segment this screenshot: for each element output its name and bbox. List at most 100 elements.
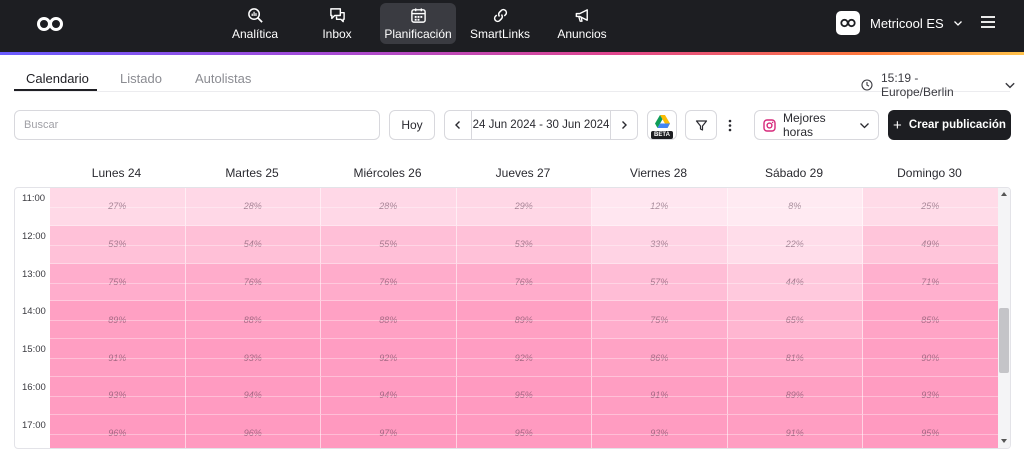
- scroll-down-arrow[interactable]: [1001, 439, 1007, 443]
- heatmap-cell[interactable]: 76%: [456, 263, 592, 302]
- heatmap-cell[interactable]: 96%: [50, 414, 186, 448]
- account-name: Metricool ES: [870, 15, 944, 31]
- chart-magnifier-icon: [247, 7, 263, 23]
- best-hours-dropdown[interactable]: Mejores horas: [754, 110, 879, 140]
- account-switcher[interactable]: Metricool ES: [836, 11, 963, 35]
- beta-badge: BETA: [651, 131, 673, 139]
- heatmap-cell[interactable]: 95%: [863, 414, 999, 448]
- heatmap-cell[interactable]: 76%: [185, 263, 321, 302]
- heatmap-cell[interactable]: 93%: [592, 414, 728, 448]
- heatmap-cell[interactable]: 88%: [185, 301, 321, 340]
- heatmap-cell[interactable]: 33%: [592, 225, 728, 264]
- half-hour-divider: [50, 320, 186, 322]
- nav-planning-label: Planificación: [384, 26, 452, 41]
- heatmap-cell[interactable]: 89%: [456, 301, 592, 340]
- heatmap-cell[interactable]: 27%: [50, 188, 186, 226]
- nav-analytics[interactable]: Analítica: [222, 3, 288, 44]
- heatmap-cell[interactable]: 96%: [185, 414, 321, 448]
- heatmap-cell[interactable]: 95%: [456, 377, 592, 415]
- heatmap-cell[interactable]: 28%: [185, 188, 321, 226]
- half-hour-divider: [50, 206, 186, 208]
- tab-calendar[interactable]: Calendario: [26, 71, 89, 86]
- hamburger-menu-icon[interactable]: [980, 15, 996, 29]
- google-drive-beta-button[interactable]: BETA: [647, 110, 677, 140]
- half-hour-divider: [321, 244, 457, 246]
- heatmap-cell[interactable]: 75%: [50, 263, 186, 302]
- heatmap-cell[interactable]: 89%: [727, 377, 863, 415]
- half-hour-divider: [321, 320, 457, 322]
- metricool-logo-icon[interactable]: [36, 14, 64, 34]
- heatmap-cell[interactable]: 95%: [456, 414, 592, 448]
- hour-label: 14:00: [22, 306, 46, 318]
- timezone-label: 15:19 - Europe/Berlin: [880, 71, 954, 99]
- heatmap-cell[interactable]: 75%: [592, 301, 728, 340]
- tab-list[interactable]: Listado: [120, 71, 162, 86]
- nav-smartlinks[interactable]: SmartLinks: [468, 3, 532, 44]
- hour-label: 12:00: [22, 230, 46, 242]
- nav-ads[interactable]: Anuncios: [552, 3, 612, 44]
- tabs-divider: [14, 91, 1010, 92]
- heatmap-cell[interactable]: 91%: [592, 377, 728, 415]
- create-post-button[interactable]: + Crear publicación: [888, 110, 1011, 140]
- heatmap-cell[interactable]: 12%: [592, 188, 728, 226]
- tab-autolists[interactable]: Autolistas: [195, 71, 252, 86]
- heatmap-cell[interactable]: 53%: [456, 225, 592, 264]
- scrollbar-thumb[interactable]: [999, 308, 1009, 373]
- half-hour-divider: [456, 244, 592, 246]
- heatmap-cell[interactable]: 93%: [50, 377, 186, 415]
- heatmap-cell[interactable]: 8%: [727, 188, 863, 226]
- heatmap-cell[interactable]: 22%: [727, 225, 863, 264]
- date-range-label[interactable]: 24 Jun 2024 - 30 Jun 2024: [471, 111, 611, 139]
- heatmap-cell[interactable]: 25%: [863, 188, 999, 226]
- heatmap-cell[interactable]: 85%: [863, 301, 999, 340]
- day-header: Domingo 30: [897, 166, 962, 180]
- heatmap-cell[interactable]: 44%: [727, 263, 863, 302]
- heatmap-cell[interactable]: 92%: [456, 339, 592, 377]
- heatmap-cell[interactable]: 55%: [321, 225, 457, 264]
- heatmap-cell[interactable]: 89%: [50, 301, 186, 340]
- heatmap-cell[interactable]: 81%: [727, 339, 863, 377]
- heatmap-cell[interactable]: 65%: [727, 301, 863, 340]
- scroll-up-arrow[interactable]: [1001, 192, 1007, 196]
- day-header: Miércoles 26: [353, 166, 422, 180]
- next-week-button[interactable]: [611, 111, 637, 139]
- heatmap-cell[interactable]: 93%: [863, 377, 999, 415]
- half-hour-divider: [185, 320, 321, 322]
- half-hour-divider: [456, 358, 592, 360]
- today-button[interactable]: Hoy: [389, 110, 435, 140]
- heatmap-cell[interactable]: 91%: [50, 339, 186, 377]
- today-label: Hoy: [401, 118, 423, 132]
- heatmap-cell[interactable]: 29%: [456, 188, 592, 226]
- day-header: Viernes 28: [629, 166, 688, 180]
- link-icon: [493, 8, 507, 22]
- heatmap-cell[interactable]: 94%: [321, 377, 457, 415]
- heatmap-cell[interactable]: 86%: [592, 339, 728, 377]
- heatmap-cell[interactable]: 54%: [185, 225, 321, 264]
- half-hour-divider: [727, 395, 863, 397]
- filter-button[interactable]: [685, 110, 717, 140]
- heatmap-cell[interactable]: 93%: [185, 339, 321, 377]
- plus-icon: +: [893, 116, 902, 134]
- heatmap-cell[interactable]: 88%: [321, 301, 457, 340]
- heatmap-cell[interactable]: 94%: [185, 377, 321, 415]
- nav-planning[interactable]: Planificación: [380, 3, 456, 44]
- hour-label: 17:00: [22, 419, 46, 431]
- heatmap-cell[interactable]: 57%: [592, 263, 728, 302]
- search-input[interactable]: [14, 110, 380, 140]
- half-hour-divider: [50, 395, 186, 397]
- more-options-button[interactable]: [717, 110, 743, 140]
- nav-analytics-label: Analítica: [231, 26, 279, 41]
- heatmap-cell[interactable]: 91%: [727, 414, 863, 448]
- nav-inbox[interactable]: Inbox: [309, 3, 365, 44]
- previous-week-button[interactable]: [445, 111, 471, 139]
- timezone-selector[interactable]: 15:19 - Europe/Berlin: [861, 71, 1024, 99]
- half-hour-divider: [863, 320, 999, 322]
- heatmap-cell[interactable]: 28%: [321, 188, 457, 226]
- heatmap-cell[interactable]: 92%: [321, 339, 457, 377]
- heatmap-cell[interactable]: 76%: [321, 263, 457, 302]
- heatmap-cell[interactable]: 53%: [50, 225, 186, 264]
- half-hour-divider: [185, 358, 321, 360]
- half-hour-divider: [727, 320, 863, 322]
- heatmap-cell[interactable]: 90%: [863, 339, 999, 377]
- heatmap-cell[interactable]: 97%: [321, 414, 457, 448]
